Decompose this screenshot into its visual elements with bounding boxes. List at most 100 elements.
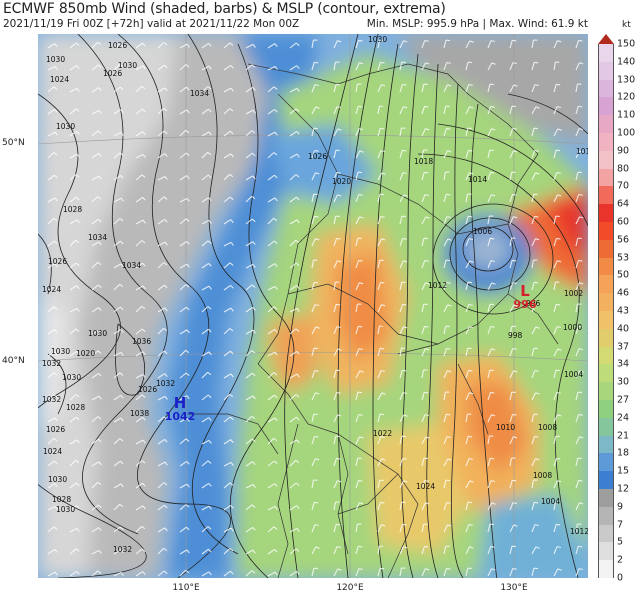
weather-map[interactable]: 1030 1026 1030 1030 1026 1024 1034 1030 1028 1026… xyxy=(38,34,588,578)
wind-barb xyxy=(399,546,404,555)
wind-barb xyxy=(69,42,77,49)
wind-barb xyxy=(113,329,122,335)
wind-barb-flag xyxy=(512,413,517,416)
wind-barb xyxy=(377,128,381,137)
wind-barb xyxy=(421,128,426,137)
wind-barb-flag xyxy=(53,306,58,310)
wind-barb xyxy=(377,568,381,577)
wind-barb-flag xyxy=(119,526,124,531)
wind-barb-flag xyxy=(53,526,58,530)
wind-barb xyxy=(135,240,143,247)
wind-barb-flag xyxy=(578,479,583,482)
low-letter: L xyxy=(520,282,530,300)
wind-barb xyxy=(289,482,297,489)
wind-barb xyxy=(91,570,99,577)
wind-barb xyxy=(355,304,358,313)
wind-barb xyxy=(487,304,491,313)
wind-barb xyxy=(267,43,276,49)
wind-barb-flag xyxy=(53,437,58,442)
wind-barb xyxy=(311,480,314,489)
wind-barb-flag xyxy=(402,369,407,372)
contour-label: 1020 xyxy=(332,177,351,186)
wind-barb xyxy=(333,480,338,489)
wind-barb-flag xyxy=(208,440,212,444)
wind-barb xyxy=(509,370,514,379)
wind-barb-flag xyxy=(314,524,320,527)
wind-barb-flag xyxy=(512,62,518,65)
wind-barb xyxy=(553,194,558,203)
wind-barb-flag xyxy=(491,502,496,505)
wind-barb xyxy=(443,524,448,533)
wind-barb xyxy=(289,459,297,467)
colorbar-tick-label: 37 xyxy=(617,341,630,353)
wind-barb-flag xyxy=(252,87,256,91)
wind-barb-flag xyxy=(579,216,584,219)
wind-barb xyxy=(245,483,254,489)
wind-barb-flag xyxy=(556,326,562,329)
wind-barb-flag xyxy=(273,217,278,222)
wind-barb-flag xyxy=(446,281,451,284)
wind-barb-flag xyxy=(557,260,562,263)
wind-barb-flag xyxy=(296,308,300,312)
colorbar-tick-label: 2 xyxy=(617,554,624,566)
wind-barb-flag xyxy=(251,195,256,200)
wind-barb-flag xyxy=(207,306,212,310)
wind-barb-flag xyxy=(141,460,146,464)
wind-barb-flag xyxy=(98,218,102,223)
wind-barb xyxy=(399,172,404,181)
wind-barb xyxy=(113,483,122,489)
wind-barb-flag xyxy=(425,216,430,219)
wind-barb xyxy=(377,260,381,269)
wind-barb xyxy=(377,304,382,313)
wind-barb xyxy=(465,216,469,225)
wind-barb-flag xyxy=(296,131,300,135)
wind-barb-flag xyxy=(534,84,540,87)
wind-barb-flag xyxy=(208,197,212,202)
wind-barb-flag xyxy=(425,282,430,285)
wind-barb xyxy=(531,172,536,181)
wind-barb-flag xyxy=(120,572,124,576)
wind-barb-flag xyxy=(273,372,278,376)
wind-barb-flag xyxy=(425,568,430,571)
wind-barb-flag xyxy=(230,87,234,92)
wind-barb xyxy=(69,174,77,181)
wind-barb xyxy=(179,483,188,489)
wind-barb-flag xyxy=(186,198,190,202)
wind-barb-flag xyxy=(380,150,386,153)
wind-barb-flag xyxy=(76,373,80,378)
wind-barb xyxy=(355,348,360,357)
colorbar-tick-label: 46 xyxy=(617,287,630,299)
wind-barb xyxy=(135,439,144,445)
colorbar-swatch xyxy=(598,435,614,454)
wind-barb xyxy=(267,86,275,93)
wind-barb-flag xyxy=(556,546,562,549)
wind-barb-flag xyxy=(76,131,80,135)
wind-barb-flag xyxy=(557,40,562,43)
wind-barb-flag xyxy=(557,348,562,351)
wind-barb xyxy=(553,326,558,335)
wind-barb-flag xyxy=(447,238,452,241)
contour-label: 1020 xyxy=(76,349,95,358)
wind-barb-flag xyxy=(230,462,234,466)
wind-barb xyxy=(157,373,166,379)
wind-barb xyxy=(91,87,100,93)
wind-barb xyxy=(443,260,447,269)
wind-barb-flag xyxy=(251,218,256,223)
wind-barb-flag xyxy=(120,197,124,202)
wind-barb-flag xyxy=(141,328,146,333)
wind-barb-flag xyxy=(491,282,496,285)
wind-barb xyxy=(135,42,143,49)
wind-barb xyxy=(377,194,381,203)
colorbar-tick-label: 64 xyxy=(617,198,630,210)
wind-barb-flag xyxy=(53,372,58,376)
wind-barb-flag xyxy=(229,262,234,266)
wind-barb xyxy=(443,84,448,93)
wind-barb-flag xyxy=(274,174,278,179)
wind-barb xyxy=(487,502,493,511)
wind-barb-flag xyxy=(403,40,408,43)
wind-barb xyxy=(355,414,360,423)
wind-barb xyxy=(245,415,253,423)
wind-barb xyxy=(223,527,232,533)
wind-barb xyxy=(355,392,359,401)
wind-barb-flag xyxy=(230,285,234,289)
